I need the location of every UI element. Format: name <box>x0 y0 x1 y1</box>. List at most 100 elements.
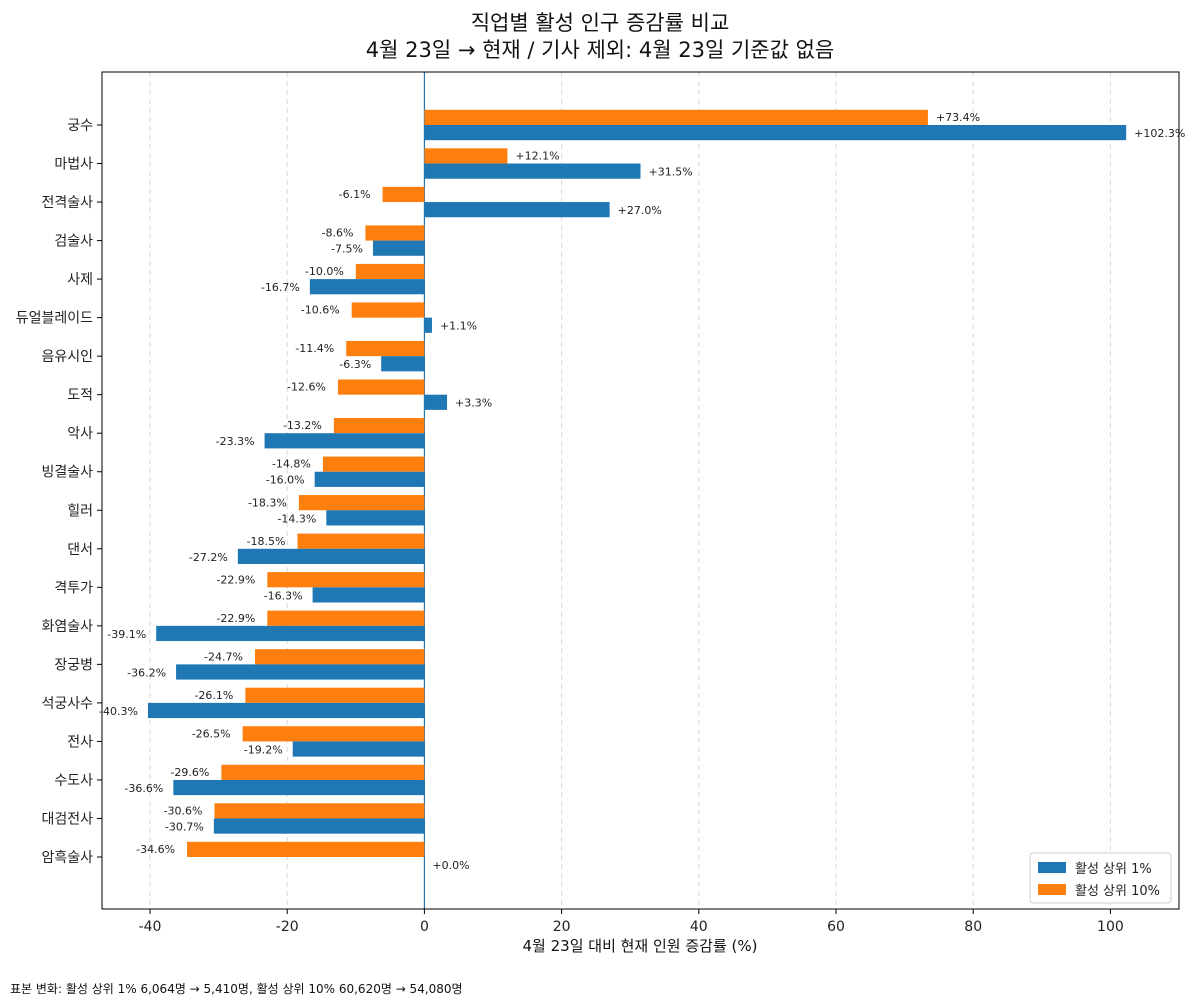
data-label-top1: -27.2% <box>189 551 228 564</box>
bar-top1 <box>309 279 425 295</box>
category-label: 전사 <box>67 734 93 750</box>
data-label-top1: -16.3% <box>264 589 303 602</box>
bar-top1 <box>173 779 425 796</box>
category-label: 힐러 <box>67 503 93 519</box>
x-tick-label: 20 <box>553 919 571 935</box>
data-label-top10: -8.6% <box>321 227 353 240</box>
category-label: 듀얼블레이드 <box>16 311 93 327</box>
data-label-top1: +102.3% <box>1134 127 1185 140</box>
x-axis: -40 -20 0 20 40 60 80 100 <box>139 909 1124 935</box>
data-label-top1: -16.7% <box>261 281 300 294</box>
data-label-top10: +73.4% <box>936 111 980 124</box>
category-label: 화염술사 <box>41 619 93 635</box>
data-label-top10: -13.2% <box>283 419 322 432</box>
x-tick-label: 100 <box>1097 919 1124 935</box>
data-label-top10: -30.6% <box>164 804 203 817</box>
data-labels: +73.4% +102.3% +12.1% +31.5% -6.1% +27.0% -8.6… <box>99 111 1185 872</box>
data-label-top10: -11.4% <box>295 342 334 355</box>
data-label-top1: -36.6% <box>124 782 163 795</box>
bar-top10 <box>365 225 425 241</box>
data-label-top1: +1.1% <box>440 320 477 333</box>
category-label: 댄서 <box>67 542 93 558</box>
bar-top10 <box>187 841 425 857</box>
data-label-top1: -39.1% <box>107 628 146 641</box>
grid-lines <box>149 72 1111 909</box>
bar-top10 <box>424 109 928 125</box>
data-label-top10: -29.6% <box>170 766 209 779</box>
category-label: 격투가 <box>54 580 93 596</box>
data-label-top10: -10.6% <box>301 304 340 317</box>
x-tick-label: 40 <box>690 919 708 935</box>
bar-top10 <box>242 726 425 742</box>
legend-label: 활성 상위 1% <box>1075 862 1152 877</box>
category-label: 대검전사 <box>41 811 93 827</box>
data-label-top1: -6.3% <box>339 358 371 371</box>
chart-subtitle: 4월 23일 → 현재 / 기사 제외: 4월 23일 기준값 없음 <box>365 38 835 62</box>
data-label-top10: -26.1% <box>194 689 233 702</box>
data-label-top1: -19.2% <box>244 743 283 756</box>
bars <box>147 109 1127 857</box>
bar-top10 <box>214 803 425 819</box>
data-label-top10: -26.5% <box>192 727 231 740</box>
bar-top1 <box>424 317 432 333</box>
bar-top1 <box>237 548 425 564</box>
legend-label: 활성 상위 10% <box>1075 884 1160 899</box>
bar-top1 <box>156 625 425 642</box>
plot-frame <box>101 71 1180 910</box>
bar-top10 <box>221 764 425 780</box>
category-label: 악사 <box>67 426 93 442</box>
data-label-top10: +12.1% <box>515 150 559 163</box>
x-tick-label: 80 <box>964 919 982 935</box>
bar-top1 <box>372 240 425 256</box>
bar-top1 <box>176 664 425 680</box>
bar-top10 <box>254 649 425 665</box>
bar-top10 <box>337 379 425 395</box>
bar-top1 <box>424 163 641 179</box>
bar-top10 <box>424 148 508 164</box>
category-label: 궁수 <box>67 118 93 134</box>
bar-top1 <box>312 587 425 603</box>
bar-top1 <box>314 471 425 487</box>
bar-top10 <box>382 186 425 203</box>
bar-top10 <box>355 263 425 280</box>
data-label-top10: -18.5% <box>247 535 286 548</box>
bar-top10 <box>267 572 425 588</box>
data-label-top10: -34.6% <box>136 843 175 856</box>
data-label-top1: +0.0% <box>432 859 469 872</box>
bar-top1 <box>213 818 425 834</box>
data-label-top1: -40.3% <box>99 705 138 718</box>
data-label-top1: -23.3% <box>216 435 255 448</box>
category-label: 사제 <box>67 272 93 288</box>
bar-top1 <box>424 125 1127 141</box>
data-label-top10: -10.0% <box>305 265 344 278</box>
bar-top10 <box>322 456 425 472</box>
category-label: 빙결술사 <box>41 465 93 481</box>
bar-top10 <box>351 302 425 318</box>
category-label: 검술사 <box>54 234 93 250</box>
data-label-top10: -22.9% <box>216 612 255 625</box>
data-label-top1: -30.7% <box>165 820 204 833</box>
legend-swatch <box>1038 884 1066 895</box>
data-label-top1: +31.5% <box>649 166 693 179</box>
data-label-top1: +3.3% <box>455 397 492 410</box>
data-label-top1: -36.2% <box>127 666 166 679</box>
data-label-top10: -12.6% <box>287 381 326 394</box>
data-label-top10: -18.3% <box>248 496 287 509</box>
category-label: 수도사 <box>54 773 93 789</box>
bar-top1 <box>147 702 425 719</box>
legend-swatch <box>1038 862 1066 873</box>
footnote: 표본 변화: 활성 상위 1% 6,064명 → 5,410명, 활성 상위 1… <box>10 982 463 996</box>
data-label-top10: -6.1% <box>339 188 371 201</box>
data-label-top10: -24.7% <box>204 650 243 663</box>
data-label-top1: -7.5% <box>331 243 363 256</box>
x-tick-label: -20 <box>276 919 299 935</box>
category-label: 석궁사수 <box>41 696 93 712</box>
bar-top1 <box>264 433 425 449</box>
bar-top1 <box>381 356 425 372</box>
category-label: 마법사 <box>54 157 93 173</box>
data-label-top1: -16.0% <box>266 474 305 487</box>
category-label: 도적 <box>67 388 93 404</box>
x-axis-label: 4월 23일 대비 현재 인원 증감률 (%) <box>523 937 758 955</box>
bar-top10 <box>297 533 425 549</box>
